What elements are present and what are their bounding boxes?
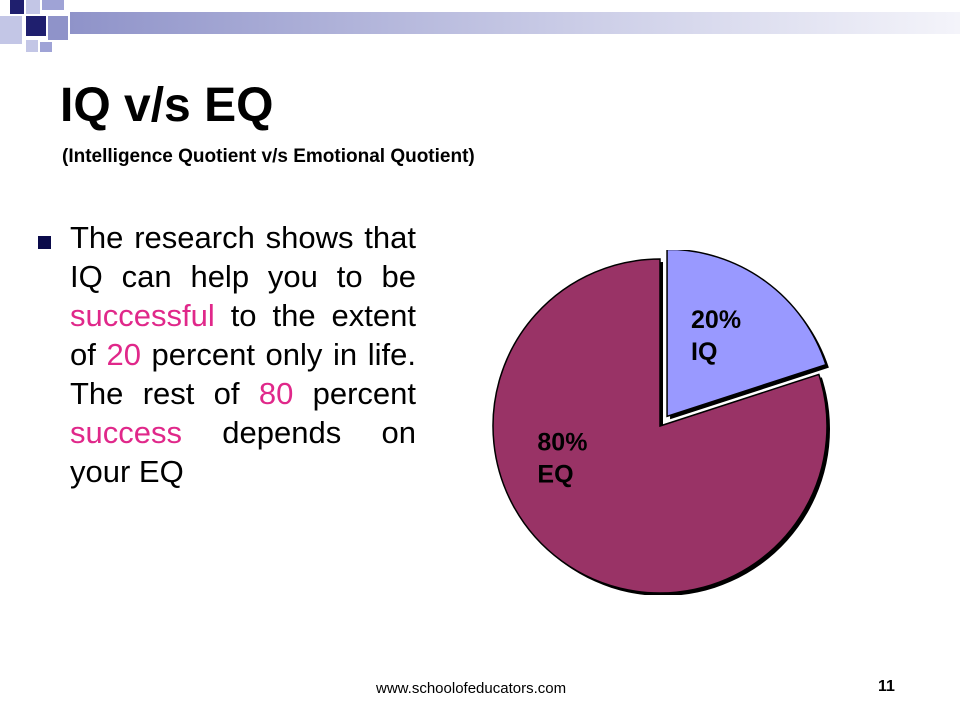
paragraph-run: percent xyxy=(293,376,416,411)
deco-square-mid-1 xyxy=(42,0,64,10)
slide-subtitle: (Intelligence Quotient v/s Emotional Quo… xyxy=(62,146,475,167)
pie-label-eq-percent: 80% xyxy=(537,428,587,456)
pie-slice-eq xyxy=(492,258,828,594)
deco-square-light-1 xyxy=(26,0,40,14)
research-paragraph: The research shows that IQ can help you … xyxy=(70,218,416,491)
pie-slice-iq xyxy=(666,250,827,418)
paragraph-run: The research shows that IQ can help you … xyxy=(70,220,416,294)
deco-square-navy-1 xyxy=(10,0,24,14)
deco-square-light-2 xyxy=(0,16,22,44)
paragraph-run: percent only in life. The rest of xyxy=(70,337,417,411)
deco-square-light-3 xyxy=(26,40,38,52)
paragraph-run: depends on your EQ xyxy=(70,415,416,489)
deco-square-navy-2 xyxy=(26,16,46,36)
pie-label-iq-percent: 20% xyxy=(691,306,741,334)
footer-url: www.schoolofeducators.com xyxy=(376,680,567,697)
slide-title: IQ v/s EQ xyxy=(60,79,274,132)
paragraph-run: to the extent of xyxy=(70,298,416,372)
iq-eq-pie-chart: 20% IQ 80% EQ xyxy=(492,250,830,595)
bullet-block: The research shows that IQ can help you … xyxy=(30,218,416,491)
header-gradient-bar xyxy=(70,12,960,34)
header-decoration xyxy=(0,0,960,52)
paragraph-run: 80 xyxy=(258,376,294,411)
deco-square-mid-3 xyxy=(40,42,52,52)
paragraph-run: 20 xyxy=(106,337,141,372)
paragraph-run: successful xyxy=(70,298,215,333)
pie-label-eq-name: EQ xyxy=(537,460,573,488)
page-number: 11 xyxy=(878,678,895,695)
paragraph-run: success xyxy=(70,415,182,450)
bullet-square-icon xyxy=(38,236,51,249)
pie-label-iq-name: IQ xyxy=(691,338,717,366)
deco-square-mid-2 xyxy=(48,16,68,40)
